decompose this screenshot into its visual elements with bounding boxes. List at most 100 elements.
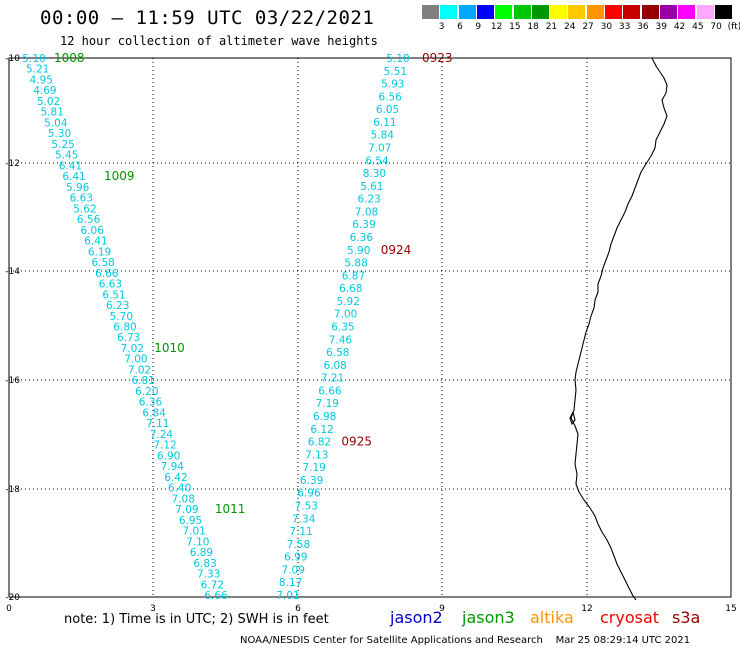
legend-label: 15 (509, 22, 521, 32)
satellite-name: s3a (672, 608, 701, 627)
legend-swatch (550, 5, 568, 19)
wave-height-value: 7.53 (295, 501, 318, 513)
wave-height-value: 6.66 (204, 590, 228, 602)
wave-height-value: 6.06 (81, 225, 105, 237)
wave-height-value: 7.01 (182, 526, 205, 538)
y-tick-label: -18 (5, 485, 20, 495)
satellite-name: jason2 (390, 608, 443, 627)
wave-height-value: 5.90 (347, 245, 370, 257)
wave-height-value: 6.66 (95, 268, 119, 280)
legend-label: 36 (637, 22, 649, 32)
wave-height-value: 7.08 (172, 493, 195, 505)
wave-height-value: 7.58 (287, 539, 310, 551)
wave-height-value: 6.39 (300, 475, 323, 487)
legend-label: 30 (600, 22, 613, 32)
wave-height-value: 5.25 (51, 139, 74, 151)
wave-height-value: 6.41 (84, 236, 107, 248)
x-tick-label: 12 (581, 604, 592, 614)
legend-swatch (641, 5, 659, 19)
pass-time-label: 0925 (341, 435, 372, 449)
wave-height-value: 7.19 (302, 462, 325, 474)
wave-height-value: 4.95 (30, 74, 53, 86)
wave-height-value: 6.63 (99, 279, 122, 291)
map-grid: 0 3 6 9 12 15 -10 -12 -14 -16 -18 -20 (5, 54, 736, 614)
pass-time-label: 1011 (215, 502, 246, 516)
map-subtitle: 12 hour collection of altimeter wave hei… (60, 34, 378, 48)
legend-label: 42 (673, 22, 686, 32)
pass-time-label: 0924 (381, 243, 412, 257)
credit-line: NOAA/NESDIS Center for Satellite Applica… (240, 635, 691, 646)
wave-height-value: 5.51 (384, 66, 407, 78)
y-tick-label: -16 (5, 376, 20, 386)
wave-height-value: 8.17 (279, 577, 302, 589)
legend-label: 33 (618, 22, 631, 32)
pass-time-label: 1010 (154, 341, 185, 355)
wave-height-value: 6.90 (157, 450, 180, 462)
wave-height-value: 6.20 (135, 386, 158, 398)
wave-height-value: 6.89 (190, 547, 213, 559)
y-tick-label: -14 (5, 267, 20, 277)
wave-height-value: 7.01 (276, 590, 299, 602)
wave-height-value: 5.45 (55, 150, 78, 162)
wave-height-value: 7.07 (368, 143, 391, 155)
wave-height-value: 6.72 (201, 579, 224, 591)
wave-height-value: 7.46 (329, 334, 353, 346)
wave-height-value: 6.68 (339, 283, 362, 295)
wave-height-value: 6.41 (62, 171, 85, 183)
wave-height-value: 6.58 (326, 347, 349, 359)
legend-label: 6 (457, 22, 463, 32)
map-frame (8, 57, 732, 598)
x-tick-label: 15 (725, 604, 736, 614)
wave-height-value: 8.30 (363, 168, 386, 180)
map-title: 00:00 – 11:59 UTC 03/22/2021 (40, 7, 375, 29)
legend-swatch (422, 5, 439, 19)
legend-swatch (458, 5, 476, 19)
wave-height-value: 5.21 (26, 64, 49, 76)
wave-height-value: 6.95 (179, 515, 202, 527)
wave-height-value: 5.96 (66, 182, 90, 194)
legend-label: 45 (692, 22, 704, 32)
wave-height-value: 5.10 (386, 53, 409, 65)
wave-height-value: 6.41 (59, 160, 82, 172)
legend-label: 18 (527, 22, 539, 32)
wave-height-value: 7.09 (282, 564, 305, 576)
footer-note: note: 1) Time is in UTC; 2) SWH is in fe… (64, 612, 329, 627)
wave-height-value: 6.39 (352, 219, 375, 231)
satellite-name: jason3 (462, 608, 515, 627)
pass-time-label: 1009 (104, 169, 135, 183)
wave-height-value: 7.19 (316, 398, 339, 410)
altimeter-tracks: 5.105.214.954.695.025.815.045.305.255.45… (22, 51, 452, 602)
legend-swatch (586, 5, 604, 19)
legend-label: 9 (475, 22, 482, 32)
wave-height-value: 5.81 (41, 107, 64, 119)
x-tick-label: 9 (439, 604, 445, 614)
wave-height-value: 6.40 (168, 483, 191, 495)
wave-height-value: 6.56 (378, 91, 402, 103)
wave-height-value: 6.23 (357, 194, 380, 206)
wave-height-value: 6.63 (70, 193, 93, 205)
wave-height-value: 7.00 (124, 354, 147, 366)
legend-swatch (476, 5, 494, 19)
wave-height-value: 6.58 (91, 257, 114, 269)
legend-swatch (659, 5, 677, 19)
wave-height-value: 5.84 (371, 130, 395, 142)
wave-height-value: 6.19 (88, 246, 111, 258)
x-tick-label: 3 (150, 604, 156, 614)
wave-height-value: 7.10 (186, 536, 209, 548)
wave-height-value: 7.02 (128, 364, 151, 376)
legend-swatch (568, 5, 586, 19)
legend-swatch (696, 5, 714, 19)
coastline (569, 57, 668, 601)
wave-height-value: 5.62 (73, 203, 96, 215)
wave-height-value: 6.54 (365, 155, 389, 167)
wave-height-value: 6.87 (342, 270, 365, 282)
wave-height-value: 5.92 (337, 296, 360, 308)
wave-height-value: 6.12 (310, 424, 333, 436)
wave-height-value: 6.80 (113, 322, 136, 334)
legend-swatch (678, 5, 696, 19)
wave-height-value: 6.98 (313, 411, 336, 423)
wave-height-value: 7.12 (153, 440, 176, 452)
legend-swatch (714, 5, 732, 19)
wave-height-value: 5.93 (381, 79, 404, 91)
